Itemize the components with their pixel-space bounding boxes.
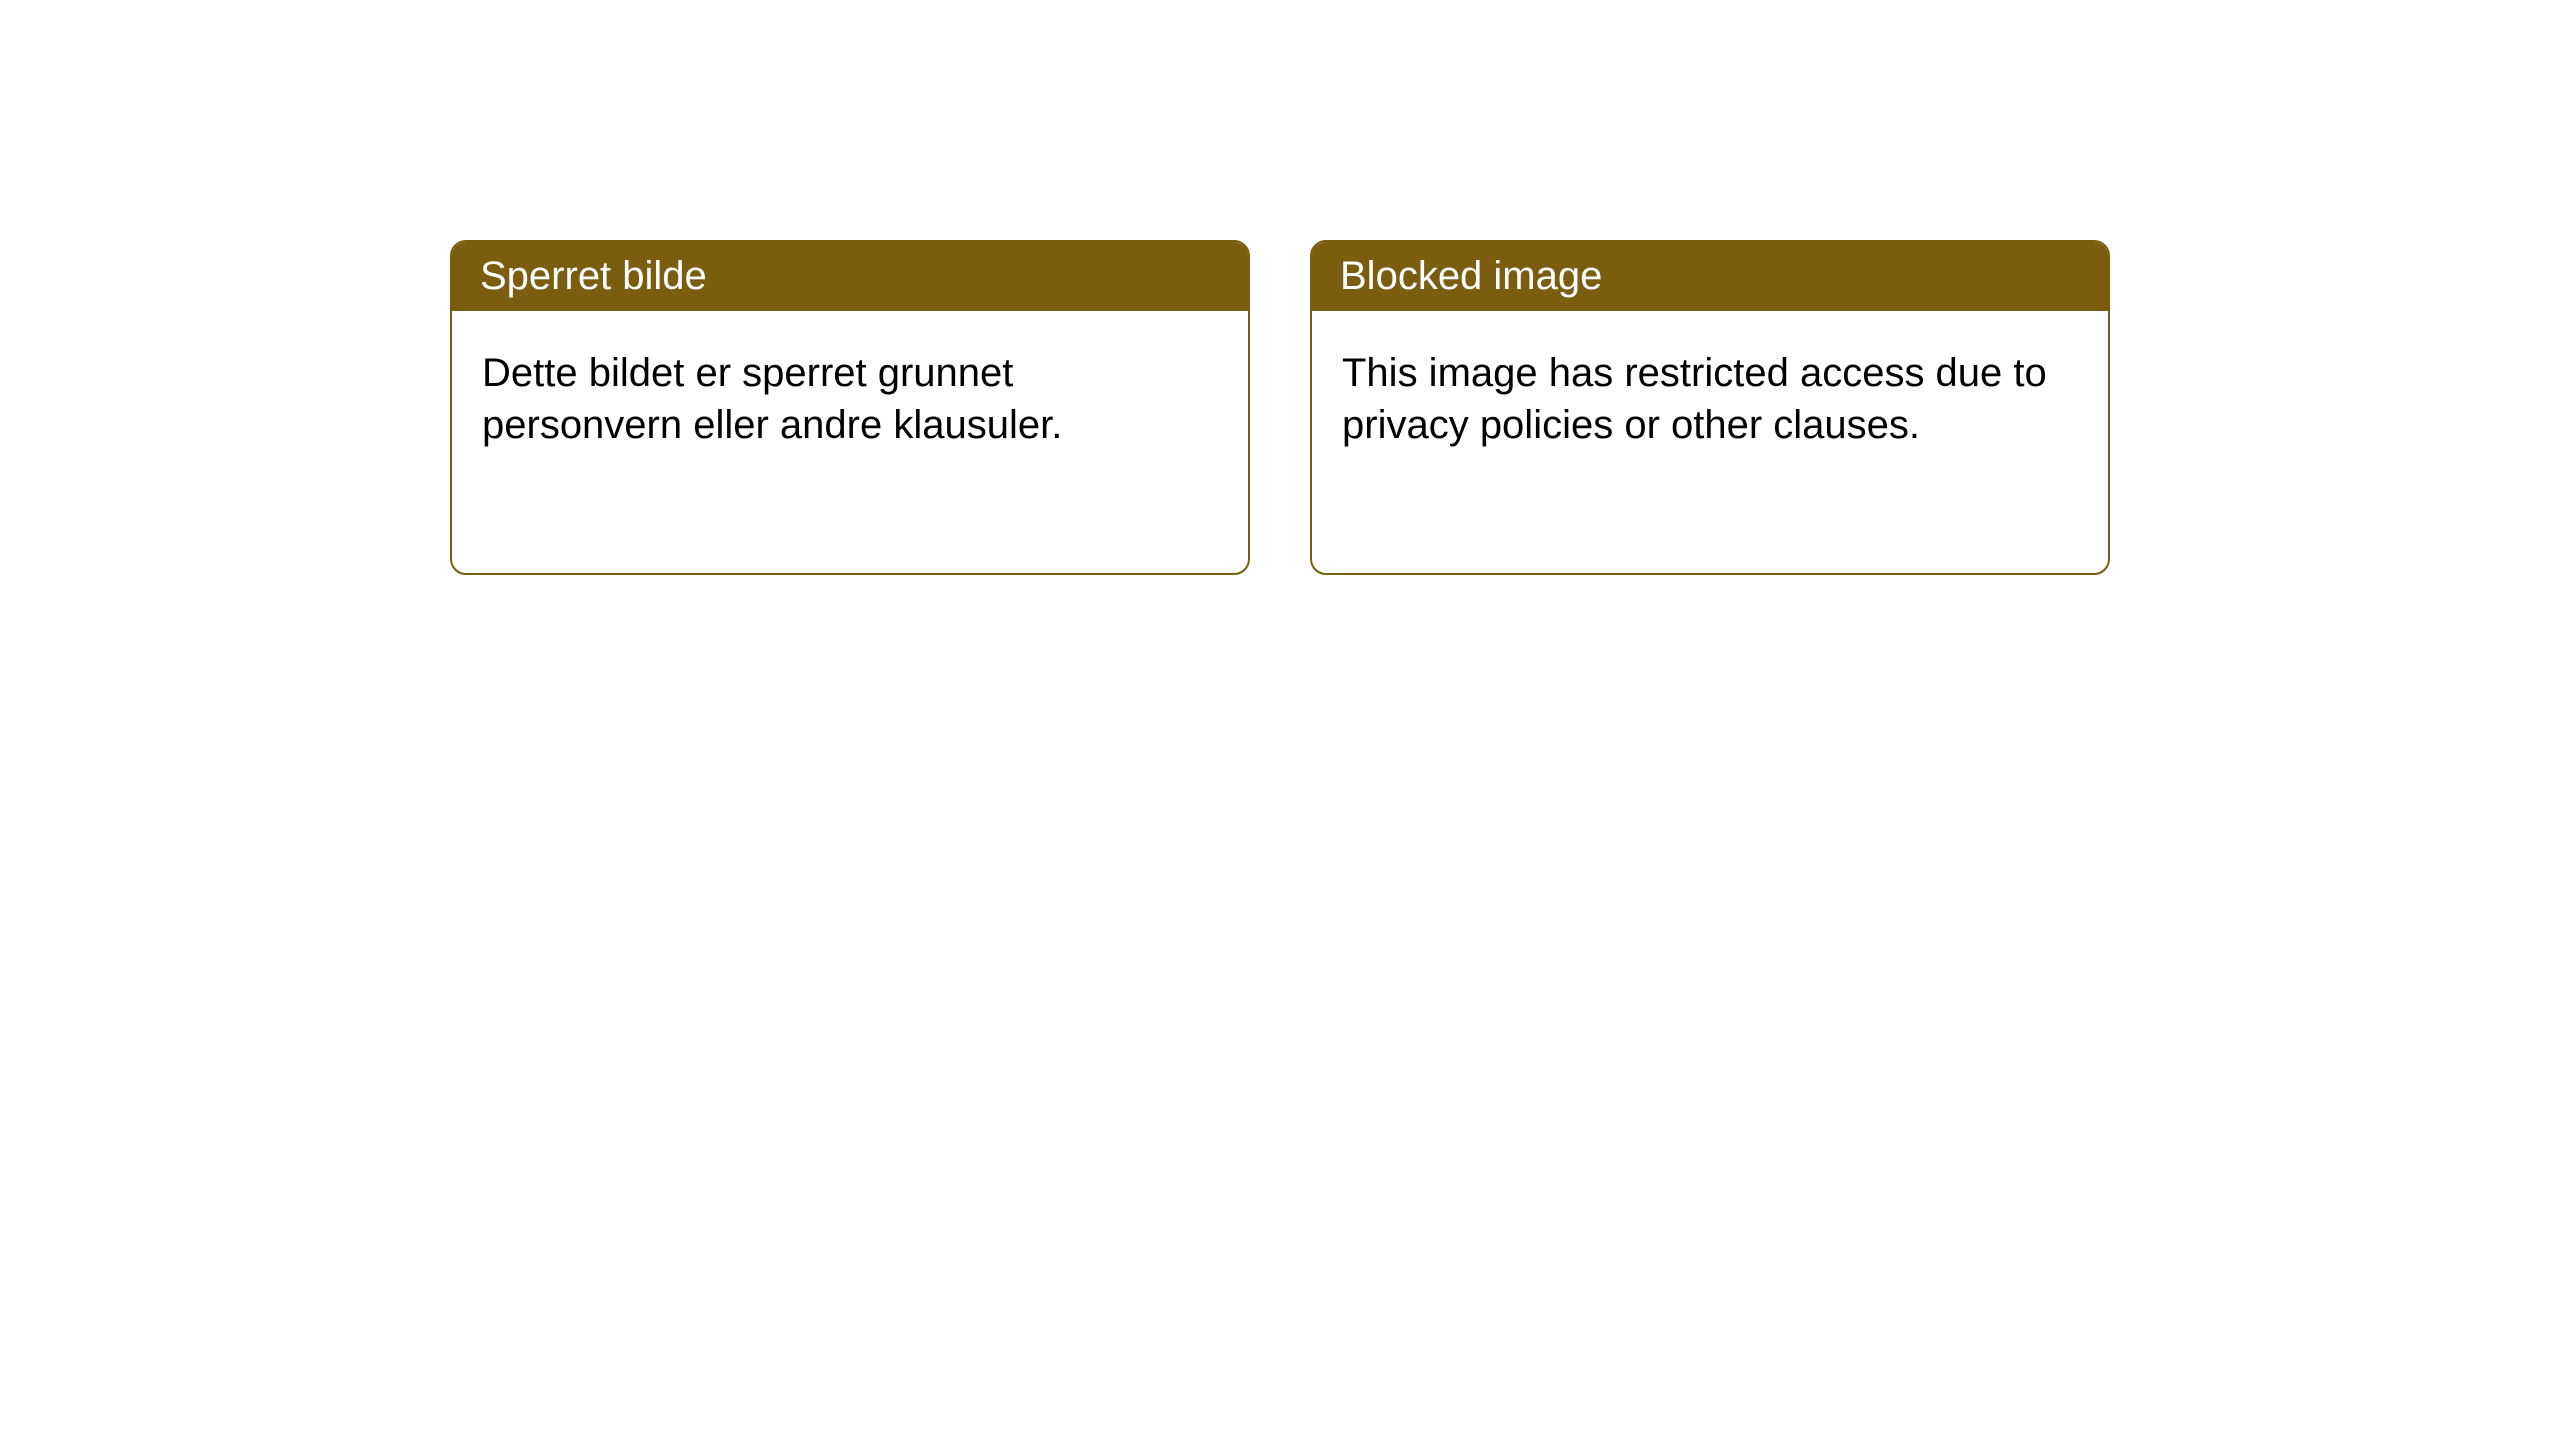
card-title: Blocked image bbox=[1340, 254, 1602, 298]
card-body-text: This image has restricted access due to … bbox=[1342, 351, 2047, 447]
card-header: Blocked image bbox=[1312, 242, 2108, 311]
card-header: Sperret bilde bbox=[452, 242, 1248, 311]
cards-container: Sperret bilde Dette bildet er sperret gr… bbox=[0, 0, 2560, 575]
card-body: This image has restricted access due to … bbox=[1312, 311, 2108, 487]
blocked-image-card-no: Sperret bilde Dette bildet er sperret gr… bbox=[450, 240, 1250, 575]
card-body-text: Dette bildet er sperret grunnet personve… bbox=[482, 351, 1062, 447]
card-title: Sperret bilde bbox=[480, 254, 707, 298]
card-body: Dette bildet er sperret grunnet personve… bbox=[452, 311, 1248, 487]
blocked-image-card-en: Blocked image This image has restricted … bbox=[1310, 240, 2110, 575]
